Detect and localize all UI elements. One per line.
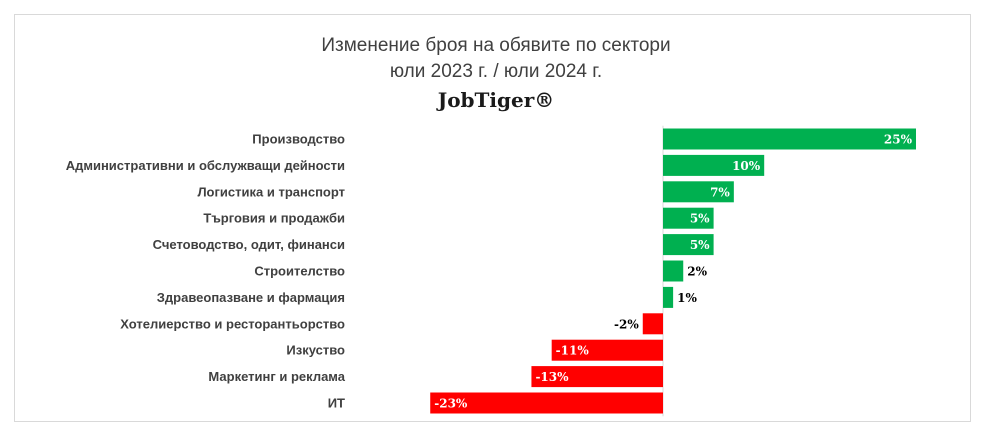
data-label: -11% <box>556 344 590 358</box>
chart-subtitle: юли 2023 г. / юли 2024 г. <box>389 61 603 82</box>
bar <box>663 286 674 308</box>
category-label: Изкуство <box>286 343 345 358</box>
category-label: Маркетинг и реклама <box>208 369 345 384</box>
brand-logo: JobTiger® <box>437 88 555 112</box>
category-label: Логистика и транспорт <box>197 184 345 199</box>
category-label: Производство <box>252 132 345 147</box>
data-label: 5% <box>690 238 710 252</box>
category-label: Хотелиерство и ресторантьорство <box>120 316 345 331</box>
category-label: Здравеопазване и фармация <box>157 290 345 305</box>
data-label: 25% <box>884 133 913 147</box>
data-label: 1% <box>677 291 697 305</box>
bar <box>642 313 663 335</box>
data-label: -13% <box>535 370 569 384</box>
category-label: ИТ <box>328 396 345 411</box>
bar <box>663 128 916 150</box>
bar <box>531 366 663 388</box>
bar <box>663 181 734 203</box>
bar <box>551 339 663 361</box>
data-label: 10% <box>732 159 761 173</box>
category-label: Търговия и продажби <box>203 211 345 226</box>
category-label: Строителство <box>254 264 345 279</box>
bar <box>430 392 663 414</box>
bar <box>663 260 684 282</box>
data-label: 7% <box>710 185 730 199</box>
category-label: Административни и обслужващи дейности <box>66 158 345 173</box>
bar <box>663 154 765 176</box>
data-label: -2% <box>614 317 639 331</box>
data-label: 5% <box>690 212 710 226</box>
category-label: Счетоводство, одит, финанси <box>153 237 345 252</box>
data-label: 2% <box>687 265 707 279</box>
chart-frame <box>14 14 971 422</box>
bar <box>663 207 714 229</box>
bar <box>663 234 714 256</box>
chart-title: Изменение броя на обявите по сектори <box>321 35 671 56</box>
data-label: -23% <box>434 397 468 411</box>
